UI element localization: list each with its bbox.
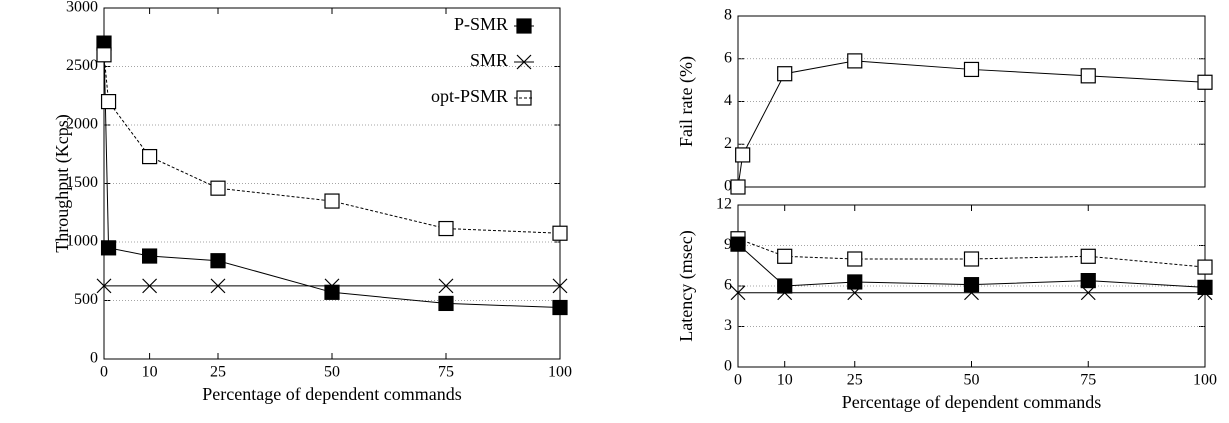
marker xyxy=(963,277,980,293)
x-tick-label: 50 xyxy=(324,364,340,381)
x-tick-label: 25 xyxy=(210,364,226,381)
marker xyxy=(324,278,340,294)
marker xyxy=(210,278,226,294)
series-line xyxy=(737,243,1206,288)
x-axis-label: Percentage of dependent commands xyxy=(202,384,461,404)
x-tick-label: 50 xyxy=(964,372,980,389)
marker xyxy=(847,53,863,69)
marker xyxy=(142,148,158,165)
marker xyxy=(1197,259,1213,275)
marker xyxy=(438,220,454,237)
marker xyxy=(96,47,112,63)
marker xyxy=(438,278,454,294)
marker xyxy=(210,253,226,269)
x-tick-label: 100 xyxy=(1193,372,1217,389)
marker xyxy=(964,285,979,301)
marker xyxy=(777,248,793,264)
marker xyxy=(96,278,112,294)
x-tick-label: 25 xyxy=(847,372,863,389)
y-tick-label: 8 xyxy=(724,7,732,24)
marker xyxy=(1080,248,1096,264)
plot-frame xyxy=(737,15,1206,188)
marker xyxy=(324,284,340,300)
marker xyxy=(552,225,568,241)
y-tick-label: 2500 xyxy=(66,57,98,74)
x-tick-label: 100 xyxy=(548,364,572,381)
x-tick-label: 10 xyxy=(142,364,158,381)
y-tick-label: 4 xyxy=(724,92,732,109)
marker xyxy=(1080,68,1096,84)
y-axis-label: Latency (msec) xyxy=(676,230,697,341)
marker xyxy=(730,236,746,252)
marker xyxy=(777,278,793,294)
plot-frame xyxy=(103,7,561,360)
x-tick-label: 75 xyxy=(438,364,454,381)
marker xyxy=(210,180,226,196)
marker xyxy=(1080,285,1096,301)
marker xyxy=(963,251,980,267)
marker xyxy=(1197,74,1213,90)
series-line xyxy=(737,60,1206,188)
y-tick-label: 12 xyxy=(716,196,732,213)
y-tick-label: 3 xyxy=(724,317,732,334)
y-tick-label: 1000 xyxy=(66,233,98,250)
marker xyxy=(730,285,746,301)
y-tick-label: 0 xyxy=(90,350,98,367)
y-tick-label: 2 xyxy=(724,135,732,152)
series-line xyxy=(103,43,561,309)
y-tick-label: 1500 xyxy=(66,174,98,191)
marker xyxy=(1197,285,1213,301)
marker xyxy=(324,193,340,209)
marker xyxy=(1197,279,1213,295)
y-tick-label: 9 xyxy=(724,236,732,253)
x-tick-label: 10 xyxy=(777,372,793,389)
marker xyxy=(777,66,793,82)
marker xyxy=(100,240,117,256)
legend-label: P-SMR xyxy=(454,14,508,34)
marker xyxy=(730,179,746,195)
x-tick-label: 0 xyxy=(734,372,742,389)
y-tick-label: 0 xyxy=(724,358,732,375)
x-tick-label: 75 xyxy=(1080,372,1096,389)
y-tick-label: 2000 xyxy=(66,116,98,133)
x-axis-label: Percentage of dependent commands xyxy=(842,392,1101,412)
y-tick-label: 6 xyxy=(724,277,732,294)
y-axis-label: Throughput (Kcps) xyxy=(52,114,73,252)
marker xyxy=(142,278,158,294)
marker xyxy=(142,248,158,264)
marker xyxy=(100,93,117,110)
legend-label: opt-PSMR xyxy=(431,86,508,106)
marker xyxy=(777,285,793,301)
marker xyxy=(438,295,454,312)
y-tick-label: 6 xyxy=(724,49,732,66)
x-tick-label: 0 xyxy=(100,364,108,381)
marker xyxy=(847,251,863,267)
marker xyxy=(847,274,863,290)
series-line xyxy=(737,238,1206,268)
marker xyxy=(552,299,568,316)
marker xyxy=(735,147,751,163)
marker xyxy=(847,285,863,301)
marker xyxy=(552,278,568,294)
legend-label: SMR xyxy=(470,50,508,70)
marker xyxy=(963,61,980,78)
y-axis-label: Fail rate (%) xyxy=(676,56,697,147)
y-tick-label: 0 xyxy=(724,178,732,195)
y-tick-label: 500 xyxy=(74,291,98,308)
y-tick-label: 3000 xyxy=(66,0,98,16)
marker xyxy=(1080,273,1096,289)
